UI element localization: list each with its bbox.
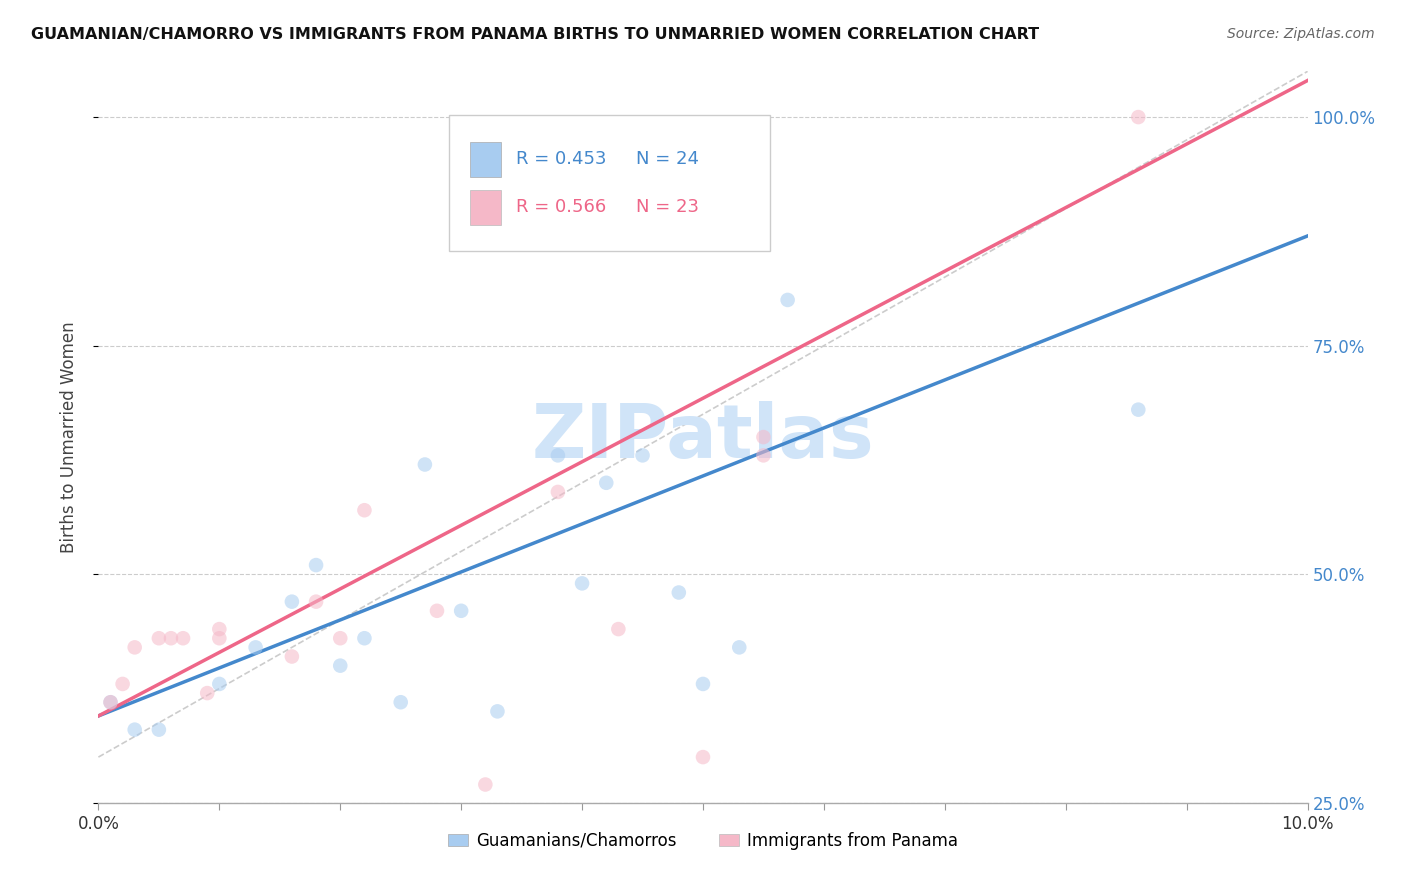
Point	[124, 640, 146, 655]
Point	[486, 705, 509, 719]
Text: GUAMANIAN/CHAMORRO VS IMMIGRANTS FROM PANAMA BIRTHS TO UNMARRIED WOMEN CORRELATI: GUAMANIAN/CHAMORRO VS IMMIGRANTS FROM PA…	[31, 27, 1039, 42]
Point	[195, 686, 218, 700]
Point	[692, 750, 714, 764]
Point	[208, 622, 231, 636]
Point	[595, 475, 617, 490]
Text: ZIPatlas: ZIPatlas	[531, 401, 875, 474]
Point	[329, 658, 352, 673]
Point	[353, 503, 375, 517]
Point	[752, 430, 775, 444]
Point	[148, 723, 170, 737]
Point	[752, 449, 775, 463]
FancyBboxPatch shape	[449, 115, 769, 251]
Point	[474, 778, 496, 792]
Point	[100, 695, 122, 709]
Point	[547, 485, 569, 500]
Point	[160, 632, 183, 646]
Point	[305, 595, 328, 609]
Point	[728, 640, 751, 655]
Point	[281, 649, 304, 664]
Point	[208, 677, 231, 691]
Point	[329, 632, 352, 646]
Point	[571, 576, 593, 591]
Point	[547, 449, 569, 463]
Point	[426, 604, 449, 618]
Point	[245, 640, 267, 655]
Y-axis label: Births to Unmarried Women: Births to Unmarried Women	[59, 321, 77, 553]
Point	[111, 677, 134, 691]
Point	[172, 632, 194, 646]
Text: N = 24: N = 24	[637, 150, 700, 168]
Text: R = 0.453: R = 0.453	[516, 150, 606, 168]
Point	[776, 293, 799, 307]
Point	[100, 695, 122, 709]
Text: R = 0.566: R = 0.566	[516, 198, 606, 217]
Point	[148, 632, 170, 646]
Point	[208, 632, 231, 646]
Point	[389, 695, 412, 709]
Point	[353, 632, 375, 646]
Point	[450, 604, 472, 618]
Text: N = 23: N = 23	[637, 198, 700, 217]
Point	[256, 823, 278, 838]
Point	[1128, 110, 1150, 124]
Point	[607, 622, 630, 636]
Point	[668, 585, 690, 599]
Legend: Guamanians/Chamorros, Immigrants from Panama: Guamanians/Chamorros, Immigrants from Pa…	[441, 825, 965, 856]
Point	[413, 458, 436, 472]
Point	[305, 558, 328, 573]
FancyBboxPatch shape	[470, 190, 501, 225]
Point	[281, 595, 304, 609]
Point	[389, 823, 412, 838]
Text: Source: ZipAtlas.com: Source: ZipAtlas.com	[1227, 27, 1375, 41]
FancyBboxPatch shape	[470, 142, 501, 177]
Point	[1128, 402, 1150, 417]
Point	[631, 449, 654, 463]
Point	[124, 723, 146, 737]
Point	[692, 677, 714, 691]
